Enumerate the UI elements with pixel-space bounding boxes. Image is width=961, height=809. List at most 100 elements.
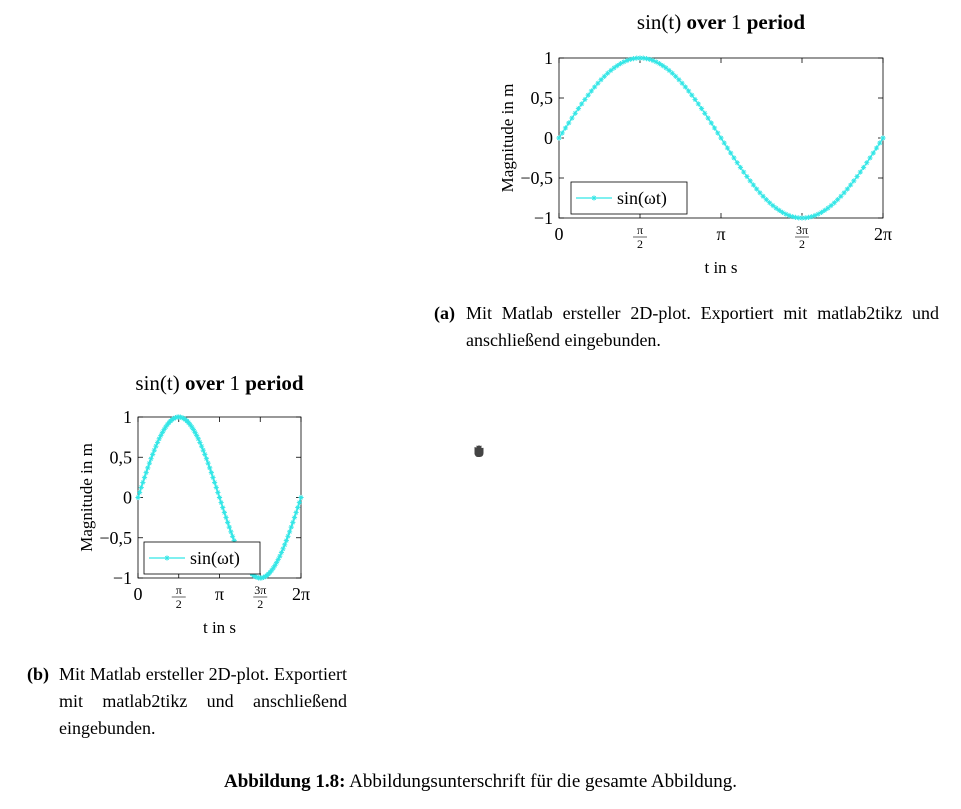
chart-b-point-98	[295, 504, 301, 511]
chart-b-title-part-0: sin(t)	[135, 371, 179, 395]
chart-a-point-90	[848, 182, 854, 188]
chart-a-point-22	[627, 56, 633, 63]
chart-b-point-10	[151, 447, 157, 453]
chart-b-point-77	[260, 574, 267, 580]
chart-a-point-95	[864, 160, 870, 166]
chart-a-point-60	[750, 182, 756, 188]
chart-b-point-93	[286, 529, 293, 535]
chart-b-point-92	[285, 533, 291, 539]
chart-b-point-43	[205, 460, 211, 466]
chart-b-title: sin(t) over 1 period	[135, 371, 303, 395]
chart-b-point-99	[296, 499, 302, 506]
chart-b-point-40	[200, 447, 206, 453]
chart-b-point-58	[229, 533, 236, 539]
chart-b-point-26	[177, 414, 183, 420]
chart-b-point-33	[189, 424, 195, 430]
chart-a-point-28	[647, 56, 653, 63]
chart-a-point-82	[822, 207, 828, 213]
chart-a-xtick-num-3: 3π	[796, 223, 808, 237]
chart-a-point-91	[851, 178, 857, 184]
chart-a-point-89	[844, 186, 850, 192]
chart-a-ytick-label-2: 0	[544, 128, 553, 148]
chart-b-point-86	[275, 556, 281, 563]
chart-a-point-12	[595, 80, 601, 86]
chart-b-ytick-label-4: −1	[113, 568, 132, 588]
chart-a-point-43	[695, 101, 701, 107]
chart-b-legend: sin(ωt)	[143, 541, 261, 575]
chart-b-point-94	[288, 524, 294, 530]
chart-b-ytick-label-2: 0	[123, 488, 132, 508]
chart-a-point-38	[679, 80, 685, 86]
chart-b-point-51	[218, 499, 224, 506]
chart-b-point-84	[272, 562, 278, 569]
chart-b-point-96	[291, 514, 298, 521]
chart-a-point-94	[860, 164, 867, 171]
chart-b-point-88	[278, 550, 285, 556]
chart-b-point-50	[216, 494, 223, 501]
chart-b-point-12	[154, 439, 161, 445]
chart-a-point-72	[789, 213, 795, 220]
chart-b-xtick-label-0: 0	[134, 584, 143, 604]
chart-b-point-100	[298, 494, 304, 501]
chart-b-title-part-1: over	[180, 371, 230, 395]
chart-a-title-part-2: 1	[731, 10, 742, 34]
chart-a-point-51	[721, 140, 727, 146]
chart-b-point-53	[221, 509, 227, 516]
chart-b-xtick-label-2: π	[215, 584, 224, 604]
chart-a-point-83	[825, 205, 831, 211]
chart-b-point-49	[215, 489, 221, 496]
chart-b-point-48	[213, 484, 219, 491]
chart-b-point-95	[290, 519, 296, 525]
chart-a-point-1	[559, 130, 565, 136]
chart-b-legend-label: sin(ωt)	[190, 548, 240, 569]
chart-a-point-84	[828, 202, 834, 209]
chart-b-point-38	[197, 439, 203, 445]
chart-a-title: sin(t) over 1 period	[637, 10, 805, 34]
chart-b-ytick-label-1: 0,5	[110, 447, 133, 467]
chart-b-point-85	[273, 560, 280, 566]
chart-a-ytick-label-4: −1	[534, 208, 553, 228]
chart-b-point-36	[194, 432, 200, 439]
chart-a-point-17	[611, 65, 617, 71]
chart-a-point-41	[689, 92, 695, 98]
chart-b-point-82	[269, 567, 275, 573]
chart-b-point-97	[293, 509, 299, 516]
chart-a-point-40	[686, 88, 692, 94]
chart-b-point-17	[163, 424, 169, 430]
chart-a-point-6	[575, 105, 582, 112]
chart-a-point-92	[854, 173, 860, 180]
chart-a-point-81	[818, 209, 825, 215]
chart-b-point-2	[138, 484, 144, 491]
chart-b-xtick-label-4: 2π	[292, 584, 310, 604]
chart-a-point-18	[614, 63, 620, 69]
chart-a-point-34	[666, 67, 672, 74]
chart-a-point-8	[582, 96, 588, 103]
chart-a-point-97	[870, 150, 876, 156]
chart-a-legend-marker	[591, 195, 597, 201]
chart-b-point-41	[202, 451, 208, 457]
chart-b-point-3	[140, 479, 146, 486]
chart-a-point-98	[873, 145, 880, 151]
chart-a-point-75	[799, 215, 805, 221]
chart-a-point-7	[579, 101, 585, 107]
chart-b-xtick-den-3: 2	[257, 597, 263, 611]
chart-a-point-30	[653, 59, 659, 65]
chart-a-point-88	[841, 190, 847, 196]
chart-b-point-57	[228, 529, 234, 535]
chart-b-point-37	[195, 436, 201, 442]
chart-a-point-11	[592, 84, 598, 90]
chart-b-point-91	[283, 538, 289, 544]
chart-a-point-85	[831, 200, 837, 206]
chart-a-point-79	[812, 212, 818, 219]
chart-a-title-part-1: over	[681, 10, 731, 34]
chart-a-point-2	[562, 125, 569, 131]
chart-a-point-99	[877, 140, 883, 146]
chart-a-point-35	[669, 70, 675, 76]
chart-a-point-78	[809, 213, 815, 220]
chart-b-legend-box	[143, 541, 261, 575]
chart-a-point-68	[776, 207, 782, 213]
figure-caption-label: Abbildung 1.8:	[223, 771, 346, 792]
chart-b-point-76	[259, 575, 265, 581]
chart-a-point-52	[724, 145, 731, 151]
chart-a-point-63	[760, 193, 766, 199]
